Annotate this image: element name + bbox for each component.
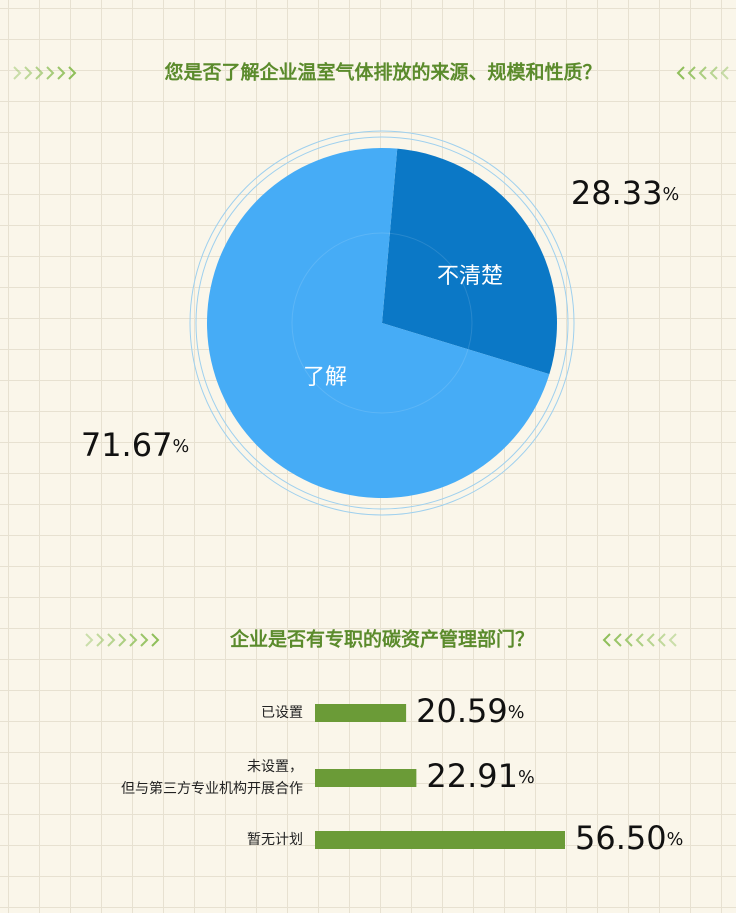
category-label: 已设置: [261, 705, 303, 721]
chevron: [657, 633, 666, 647]
chevron: [140, 633, 149, 647]
category-label: 暂无计划: [247, 832, 303, 848]
slice-label: 了解: [303, 365, 347, 390]
bar: [315, 769, 417, 787]
chevron: [613, 633, 622, 647]
chevron: [668, 633, 677, 647]
value-label: 28.33%: [571, 174, 679, 212]
pie-inner-ring: [291, 232, 473, 414]
chevron: [13, 66, 22, 80]
chevron: [602, 633, 611, 647]
chevron: [24, 66, 33, 80]
pie-ring: [195, 136, 569, 510]
pie-ring: [189, 130, 575, 516]
chevron: [635, 633, 644, 647]
chevron: [709, 66, 718, 80]
chevron: [646, 633, 655, 647]
pie-slice: [207, 148, 550, 498]
chevron: [46, 66, 55, 80]
category-label: 未设置， 但与第三方专业机构开展合作: [121, 759, 303, 797]
chevron: [720, 66, 729, 80]
pie-slice: [382, 148, 557, 375]
chevron: [85, 633, 94, 647]
chevron: [57, 66, 66, 80]
value-label: 22.91%: [426, 757, 534, 795]
chevron: [35, 66, 44, 80]
chevron: [68, 66, 77, 80]
slice-label: 不清楚: [437, 264, 503, 289]
chart-title: 您是否了解企业温室气体排放的来源、规模和性质？: [164, 61, 601, 84]
value-label: 71.67%: [81, 426, 189, 464]
value-label: 20.59%: [416, 692, 524, 730]
chevron: [107, 633, 116, 647]
bar: [315, 831, 565, 849]
chevron: [676, 66, 685, 80]
chevron: [624, 633, 633, 647]
chevron: [698, 66, 707, 80]
chevron: [96, 633, 105, 647]
chevron: [129, 633, 138, 647]
chevron: [687, 66, 696, 80]
chart-title: 企业是否有专职的碳资产管理部门？: [229, 628, 534, 651]
chevron: [118, 633, 127, 647]
chevron: [151, 633, 160, 647]
value-label: 56.50%: [575, 819, 683, 857]
bar: [315, 704, 407, 722]
